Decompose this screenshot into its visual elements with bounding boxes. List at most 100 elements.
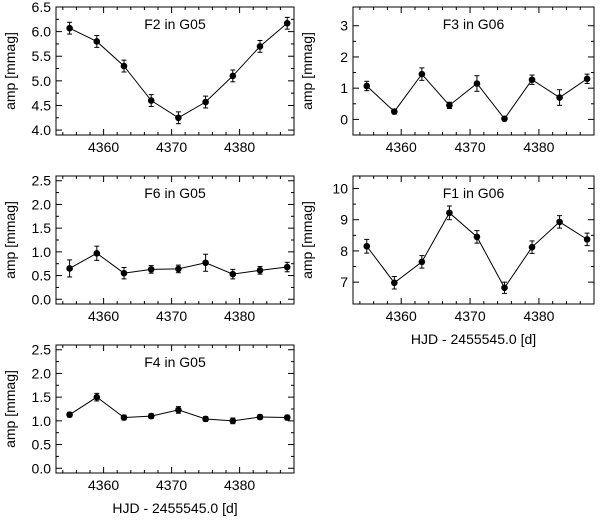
x-tick-label: 4360 xyxy=(386,308,417,324)
y-axis-label: amp [mmag] xyxy=(2,201,18,279)
y-tick-label: 2 xyxy=(340,49,348,65)
y-tick-label: 0 xyxy=(340,111,348,127)
data-point xyxy=(229,417,237,425)
y-tick-label: 6.0 xyxy=(32,24,52,40)
data-point xyxy=(229,270,237,278)
data-point xyxy=(120,62,128,70)
data-point xyxy=(446,102,453,109)
panel-title: F3 in G06 xyxy=(443,16,505,32)
data-point xyxy=(473,233,481,241)
data-point xyxy=(528,76,536,84)
panel-title: F2 in G05 xyxy=(144,16,206,32)
data-point xyxy=(363,242,371,250)
x-tick-label: 4360 xyxy=(88,139,119,155)
x-tick-label: 4370 xyxy=(156,139,187,155)
y-tick-label: 2.5 xyxy=(32,173,52,189)
data-point xyxy=(202,415,209,423)
y-axis-label: amp [mmag] xyxy=(299,32,315,110)
data-point xyxy=(66,265,73,272)
x-axis-label: HJD - 2455545.0 [d] xyxy=(411,331,536,347)
data-point xyxy=(363,82,371,90)
y-tick-label: 1.0 xyxy=(32,244,52,260)
data-point xyxy=(229,72,237,80)
data-point xyxy=(501,284,508,292)
x-tick-label: 4370 xyxy=(454,139,485,155)
plot-frame xyxy=(55,6,295,136)
x-tick-label: 4360 xyxy=(88,477,119,493)
y-tick-label: 5.0 xyxy=(32,73,52,89)
data-point xyxy=(501,115,508,123)
y-tick-label: 0.0 xyxy=(32,460,52,476)
y-tick-label: 1.0 xyxy=(32,413,52,429)
data-point xyxy=(283,414,291,421)
y-tick-label: 8 xyxy=(340,243,348,259)
x-tick-label: 4380 xyxy=(523,308,554,324)
data-point xyxy=(446,209,453,217)
data-point xyxy=(418,70,426,78)
data-point xyxy=(120,414,128,421)
data-point xyxy=(120,269,128,277)
x-tick-label: 4380 xyxy=(224,477,255,493)
y-tick-label: 0.5 xyxy=(32,437,52,453)
y-tick-label: 1.5 xyxy=(32,389,52,405)
data-point xyxy=(175,114,182,122)
data-point xyxy=(147,412,155,420)
y-tick-label: 1.5 xyxy=(32,220,52,236)
y-tick-label: 2.0 xyxy=(32,365,52,381)
x-tick-label: 4370 xyxy=(454,308,485,324)
y-tick-label: 2.5 xyxy=(32,342,52,358)
data-point xyxy=(202,259,209,267)
data-point xyxy=(256,413,264,421)
panel-f1-g06: 4360 4370 4380 7 8 9 10 amp [mmag] HJD - 2455545… xyxy=(299,175,595,347)
plot-frame xyxy=(352,6,595,136)
x-tick-label: 4370 xyxy=(156,477,187,493)
data-point xyxy=(256,267,264,274)
data-point xyxy=(147,97,155,104)
y-axis-label: amp [mmag] xyxy=(2,370,18,448)
panel-title: F1 in G06 xyxy=(443,185,505,201)
y-tick-label: 7 xyxy=(340,274,348,290)
data-point xyxy=(66,24,73,32)
data-point xyxy=(528,243,536,251)
data-point xyxy=(147,266,155,273)
data-point xyxy=(391,279,398,287)
x-axis-label: HJD - 2455545.0 [d] xyxy=(112,500,237,516)
y-axis-label: amp [mmag] xyxy=(2,32,18,110)
y-axis-label: amp [mmag] xyxy=(299,201,315,279)
y-tick-label: 0.0 xyxy=(32,291,52,307)
data-point xyxy=(556,218,563,226)
x-tick-label: 4380 xyxy=(523,139,554,155)
y-tick-label: 0.5 xyxy=(32,268,52,284)
panel-f2-g05: 4360 4370 4380 4.0 4.5 5.0 5.5 6.0 6.5 amp [mmag]… xyxy=(2,0,295,155)
data-point xyxy=(283,19,291,27)
x-tick-label: 4380 xyxy=(224,139,255,155)
plot-frame xyxy=(352,175,595,305)
y-tick-label: 1 xyxy=(340,80,348,96)
panel-f4-g05: 4360 4370 4380 0.0 0.5 1.0 1.5 2.0 2.5 amp [mmag]… xyxy=(2,342,295,516)
data-point xyxy=(556,94,563,101)
y-tick-label: 4.5 xyxy=(32,97,52,113)
x-tick-label: 4370 xyxy=(156,308,187,324)
panel-f3-g06: 4360 4370 4380 0 1 2 3 amp [mmag] F3 in G06 xyxy=(299,6,595,155)
data-point xyxy=(202,98,209,106)
data-point xyxy=(175,406,182,414)
data-point xyxy=(391,108,398,115)
data-point xyxy=(66,411,73,418)
y-tick-label: 2.0 xyxy=(32,196,52,212)
y-tick-label: 9 xyxy=(340,212,348,228)
y-tick-label: 3 xyxy=(340,18,348,34)
panel-title: F6 in G05 xyxy=(144,185,206,201)
x-tick-label: 4360 xyxy=(88,308,119,324)
y-tick-label: 4.0 xyxy=(32,122,52,138)
x-tick-label: 4360 xyxy=(386,139,417,155)
data-point xyxy=(93,249,101,257)
data-point xyxy=(473,80,481,87)
data-point xyxy=(93,38,101,45)
data-point xyxy=(93,393,101,401)
panel-f6-g05: 4360 4370 4380 0.0 0.5 1.0 1.5 2.0 2.5 amp [mmag]… xyxy=(2,173,295,324)
data-point xyxy=(418,258,426,266)
y-tick-label: 10 xyxy=(332,180,348,196)
x-tick-label: 4380 xyxy=(224,308,255,324)
data-point xyxy=(583,236,591,243)
